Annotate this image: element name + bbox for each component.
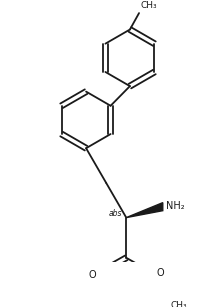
Text: O: O	[89, 270, 96, 280]
Text: CH₃: CH₃	[170, 301, 187, 307]
Text: NH₂: NH₂	[167, 201, 185, 211]
Text: CH₃: CH₃	[141, 1, 157, 10]
Text: abs: abs	[108, 209, 122, 219]
Text: O: O	[156, 268, 164, 278]
Polygon shape	[126, 203, 163, 218]
